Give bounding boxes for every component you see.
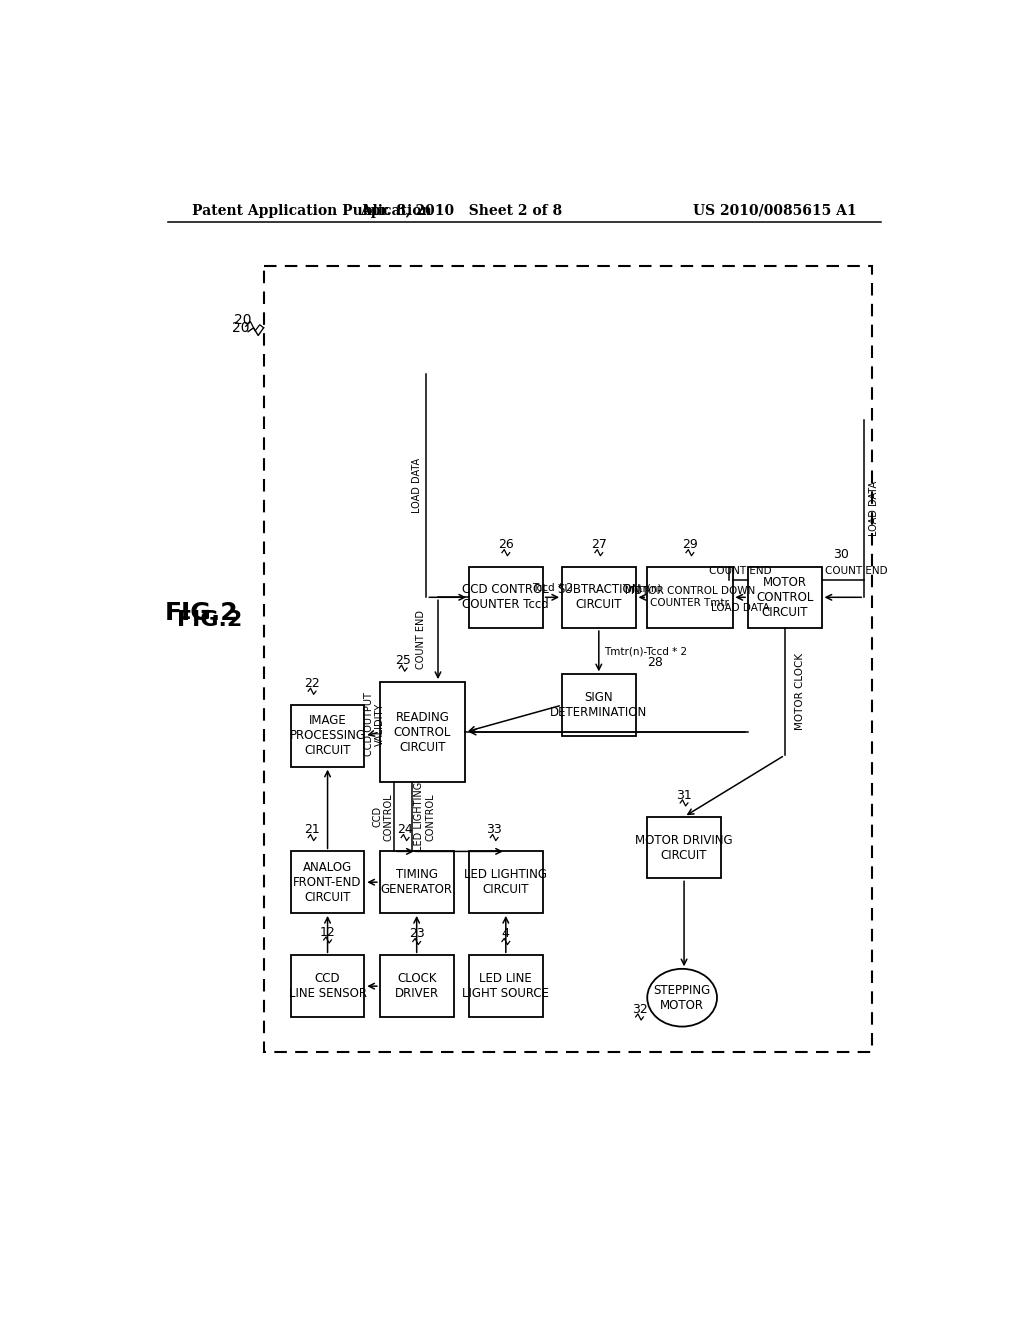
Text: Patent Application Publication: Patent Application Publication (191, 203, 431, 218)
Text: Tmtr(n)-Tccd * 2: Tmtr(n)-Tccd * 2 (604, 647, 687, 656)
Text: 25: 25 (395, 653, 411, 667)
Ellipse shape (647, 969, 717, 1027)
Text: 32: 32 (632, 1003, 647, 1016)
Text: 23: 23 (409, 927, 425, 940)
Text: 20: 20 (233, 313, 252, 327)
Text: COUNT END: COUNT END (825, 566, 888, 576)
Text: 29: 29 (682, 539, 697, 552)
Text: US 2010/0085615 A1: US 2010/0085615 A1 (693, 203, 856, 218)
Text: 28: 28 (647, 656, 663, 669)
Text: CCD
CONTROL: CCD CONTROL (372, 793, 394, 841)
Text: LED LINE
LIGHT SOURCE: LED LINE LIGHT SOURCE (462, 972, 549, 1001)
Text: Tccd * 2: Tccd * 2 (531, 583, 572, 593)
Bar (562, 566, 636, 628)
Bar (562, 675, 636, 737)
Text: Apr. 8, 2010   Sheet 2 of 8: Apr. 8, 2010 Sheet 2 of 8 (360, 203, 562, 218)
Text: READING
CONTROL
CIRCUIT: READING CONTROL CIRCUIT (394, 710, 452, 754)
Text: LED LIGHTING
CIRCUIT: LED LIGHTING CIRCUIT (464, 869, 547, 896)
Text: ANALOG
FRONT-END
CIRCUIT: ANALOG FRONT-END CIRCUIT (293, 861, 361, 904)
Bar (291, 956, 365, 1016)
Text: CLOCK
DRIVER: CLOCK DRIVER (394, 972, 438, 1001)
Text: 30: 30 (834, 548, 849, 561)
Text: LOAD DATA: LOAD DATA (868, 482, 879, 536)
Text: STEPPING
MOTOR: STEPPING MOTOR (653, 983, 711, 1011)
Text: Tmtr(n): Tmtr(n) (622, 583, 662, 593)
Bar (380, 851, 454, 913)
Bar (291, 851, 365, 913)
Bar (647, 566, 732, 628)
Text: 21: 21 (304, 824, 319, 837)
Text: 33: 33 (486, 824, 502, 837)
Text: LED LIGHTING
CONTROL: LED LIGHTING CONTROL (414, 783, 435, 851)
Text: LOAD DATA: LOAD DATA (711, 603, 770, 612)
Text: COUNT END: COUNT END (709, 566, 771, 576)
Text: 26: 26 (498, 539, 514, 552)
Bar (469, 956, 543, 1016)
Text: 20: 20 (231, 321, 249, 335)
Text: FIG.2: FIG.2 (165, 601, 239, 624)
Text: FIG.2: FIG.2 (177, 610, 242, 631)
Text: TIMING
GENERATOR: TIMING GENERATOR (381, 869, 453, 896)
Text: COUNT END: COUNT END (416, 610, 426, 669)
Text: 22: 22 (304, 677, 319, 690)
Text: CCD OUTPUT
VALIDITY: CCD OUTPUT VALIDITY (364, 693, 385, 756)
Text: CCD CONTROL
COUNTER Tccd: CCD CONTROL COUNTER Tccd (463, 583, 549, 611)
Bar (469, 566, 543, 628)
Text: MOTOR
CONTROL
CIRCUIT: MOTOR CONTROL CIRCUIT (756, 576, 813, 619)
Bar (647, 817, 721, 878)
Text: CCD
LINE SENSOR: CCD LINE SENSOR (289, 972, 367, 1001)
Text: MOTOR DRIVING
CIRCUIT: MOTOR DRIVING CIRCUIT (635, 833, 733, 862)
Bar (263, 267, 872, 1052)
Text: 12: 12 (319, 925, 336, 939)
Bar (291, 705, 365, 767)
Text: MOTOR CONTROL DOWN
COUNTER Tmtr: MOTOR CONTROL DOWN COUNTER Tmtr (625, 586, 755, 609)
Text: MOTOR CLOCK: MOTOR CLOCK (796, 653, 805, 730)
Text: 24: 24 (397, 824, 413, 837)
Bar (748, 566, 821, 628)
Text: LOAD DATA: LOAD DATA (412, 458, 422, 513)
Text: SIGN
DETERMINATION: SIGN DETERMINATION (550, 692, 647, 719)
Text: SUBTRACTION
CIRCUIT: SUBTRACTION CIRCUIT (557, 583, 641, 611)
Bar (380, 682, 465, 781)
Text: 31: 31 (676, 788, 692, 801)
Bar (380, 956, 454, 1016)
Bar (469, 851, 543, 913)
Text: 27: 27 (591, 539, 607, 552)
Text: IMAGE
PROCESSING
CIRCUIT: IMAGE PROCESSING CIRCUIT (290, 714, 366, 758)
Text: 4: 4 (502, 927, 510, 940)
